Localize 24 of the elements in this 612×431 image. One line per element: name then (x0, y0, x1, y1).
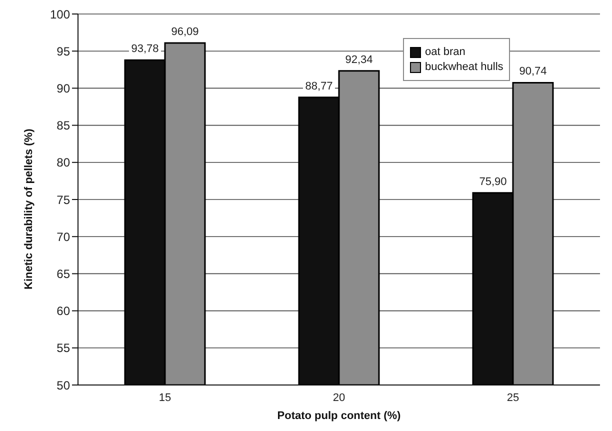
x-axis-title: Potato pulp content (%) (277, 410, 402, 422)
legend-label: buckwheat hulls (425, 61, 504, 73)
legend-label: oat bran (425, 46, 466, 58)
data-label: 88,77 (305, 80, 333, 92)
data-label: 75,90 (479, 176, 507, 188)
y-tick-label: 50 (56, 378, 70, 392)
data-label: 92,34 (345, 54, 373, 66)
data-label: 96,09 (171, 26, 199, 38)
y-tick-label: 60 (56, 304, 70, 318)
y-tick-label: 55 (56, 341, 70, 356)
y-tick-label: 65 (56, 266, 70, 281)
y-tick-label: 75 (56, 192, 70, 207)
y-tick-label: 100 (50, 7, 70, 22)
y-tick-label: 85 (56, 118, 70, 133)
y-tick-label: 80 (56, 156, 70, 170)
y-tick-label: 90 (56, 81, 70, 96)
x-tick-label: 20 (332, 392, 346, 404)
y-axis-title: Kinetic durability of pellets (%) (22, 128, 35, 290)
y-tick-label: 70 (56, 230, 70, 244)
data-label: 90,74 (519, 66, 547, 78)
x-tick-label: 15 (158, 392, 172, 404)
data-label: 93,78 (131, 43, 159, 56)
y-tick-label: 95 (56, 44, 70, 58)
x-tick-label: 25 (506, 392, 520, 404)
